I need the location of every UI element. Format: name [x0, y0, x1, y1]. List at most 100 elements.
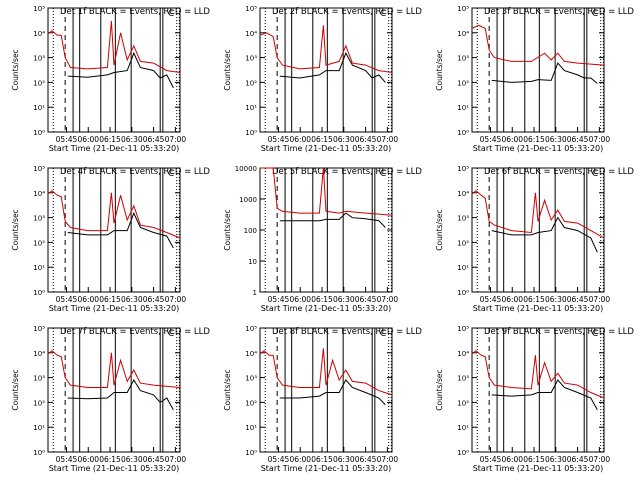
- y-axis-label: Counts/sec: [223, 209, 232, 250]
- plot-frame: [259, 327, 393, 453]
- x-tick-label: 06:45: [355, 295, 377, 304]
- x-tick-label: 06:45: [567, 455, 589, 464]
- y-tick-label: 100: [244, 227, 257, 235]
- y-tick-label: 10⁴: [33, 350, 45, 358]
- series-line-lld: [47, 20, 181, 73]
- y-tick-label: 10⁴: [33, 30, 45, 38]
- x-tick-label: 06:45: [567, 135, 589, 144]
- corner-label: C: [168, 9, 174, 19]
- y-tick-label: 10⁰: [33, 129, 45, 137]
- y-tick-label: 10³: [457, 375, 469, 383]
- x-tick-label: 06:00: [77, 455, 99, 464]
- series-line-events: [491, 62, 598, 84]
- x-tick-label: 06:30: [121, 135, 143, 144]
- x-tick-label: 07:00: [165, 295, 187, 304]
- chart-panel-7: Det 7f BLACK = Events, RED = LLD 10⁰ 10¹ 10…: [11, 325, 210, 473]
- series-line-events: [491, 216, 598, 253]
- series-line-lld: [471, 350, 605, 399]
- chart-panel-1: Det 1f BLACK = Events, RED = LLD 10⁰ 10¹ 10…: [11, 5, 210, 153]
- y-tick-label: 10⁵: [457, 165, 469, 173]
- x-tick-label: 06:15: [523, 455, 545, 464]
- series-line-lld: [260, 167, 393, 216]
- series-line-events: [279, 52, 386, 83]
- x-tick-label: 06:00: [501, 135, 523, 144]
- chart-title: Det 7f BLACK = Events, RED = LLD: [60, 327, 210, 337]
- y-tick-label: 10²: [245, 79, 257, 87]
- x-tick-label: 06:00: [289, 455, 311, 464]
- chart-panel-3: Det 3f BLACK = Events, RED = LLD 10⁰ 10¹ 10…: [435, 5, 634, 153]
- chart-title: Det 3f BLACK = Events, RED = LLD: [484, 7, 634, 17]
- chart-panel-8: Det 8f BLACK = Events, RED = LLD 10⁰ 10¹ 10…: [223, 325, 422, 473]
- chart-title: Det 5f BLACK = Events, RED = LLD: [272, 167, 422, 177]
- y-tick-label: 10⁵: [33, 165, 45, 173]
- x-tick-label: 05:45: [56, 455, 78, 464]
- y-axis-label: Counts/sec: [223, 369, 232, 410]
- series-line-lld: [471, 24, 605, 66]
- y-axis-label: Counts/sec: [435, 49, 444, 90]
- y-tick-label: 10⁰: [33, 289, 45, 297]
- corner-label: C: [592, 9, 598, 19]
- y-tick-label: 10²: [33, 79, 45, 87]
- chart-title: Det 2f BLACK = Events, RED = LLD: [272, 7, 422, 17]
- y-tick-label: 1: [253, 289, 257, 297]
- corner-label: C: [380, 9, 386, 19]
- x-tick-label: 06:00: [501, 455, 523, 464]
- x-tick-label: 06:00: [77, 135, 99, 144]
- chart-panel-5: Det 5f BLACK = Events, RED = LLD 1 10 100 10…: [223, 165, 422, 313]
- y-tick-label: 10³: [33, 375, 45, 383]
- y-tick-label: 10⁵: [33, 5, 45, 13]
- chart-title: Det 4f BLACK = Events, RED = LLD: [60, 167, 210, 177]
- y-tick-label: 10⁴: [245, 30, 257, 38]
- x-axis-label: Start Time (21-Dec-11 05:33:20): [473, 464, 604, 473]
- x-tick-label: 06:45: [355, 455, 377, 464]
- plot-frame: [471, 7, 605, 133]
- plot-frame: [471, 327, 605, 453]
- series-line-events: [67, 51, 174, 89]
- y-tick-label: 10⁴: [245, 350, 257, 358]
- y-tick-label: 10²: [245, 399, 257, 407]
- y-tick-label: 10¹: [457, 104, 469, 112]
- y-tick-label: 10¹: [33, 424, 45, 432]
- y-tick-label: 10⁰: [245, 449, 257, 457]
- corner-label: C: [168, 329, 174, 339]
- x-tick-label: 07:00: [377, 455, 399, 464]
- x-tick-label: 06:15: [99, 295, 121, 304]
- x-tick-label: 06:30: [545, 455, 567, 464]
- series-line-events: [67, 378, 174, 411]
- corner-label: C: [380, 329, 386, 339]
- plot-frame: [471, 167, 605, 293]
- y-tick-label: 10¹: [245, 104, 257, 112]
- y-tick-label: 10²: [457, 239, 469, 247]
- chart-title: Det 1f BLACK = Events, RED = LLD: [60, 7, 210, 17]
- plot-frame: [47, 167, 181, 293]
- x-axis-label: Start Time (21-Dec-11 05:33:20): [49, 464, 180, 473]
- x-tick-label: 07:00: [589, 455, 611, 464]
- x-tick-label: 06:15: [99, 455, 121, 464]
- y-tick-label: 10³: [33, 215, 45, 223]
- x-tick-label: 07:00: [165, 455, 187, 464]
- x-tick-label: 05:45: [480, 295, 502, 304]
- x-tick-label: 06:30: [333, 295, 355, 304]
- corner-label: C: [592, 169, 598, 179]
- x-tick-label: 06:45: [355, 135, 377, 144]
- series-line-events: [67, 211, 174, 249]
- x-tick-label: 06:30: [121, 455, 143, 464]
- y-tick-label: 10⁵: [245, 5, 257, 13]
- y-axis-label: Counts/sec: [11, 209, 20, 250]
- y-tick-label: 10⁵: [245, 325, 257, 333]
- y-tick-label: 10⁰: [457, 129, 469, 137]
- x-tick-label: 05:45: [268, 455, 290, 464]
- x-tick-label: 06:15: [311, 135, 333, 144]
- x-tick-label: 06:30: [545, 295, 567, 304]
- y-tick-label: 10⁵: [33, 325, 45, 333]
- plot-frame: [47, 7, 181, 133]
- x-tick-label: 06:30: [545, 135, 567, 144]
- series-line-lld: [47, 350, 181, 388]
- corner-label: C: [592, 329, 598, 339]
- y-tick-label: 10⁴: [457, 350, 469, 358]
- x-tick-label: 05:45: [56, 295, 78, 304]
- x-tick-label: 06:00: [501, 295, 523, 304]
- series-line-events: [279, 212, 386, 228]
- chart-panel-4: Det 4f BLACK = Events, RED = LLD 10⁰ 10¹ 10…: [11, 165, 210, 313]
